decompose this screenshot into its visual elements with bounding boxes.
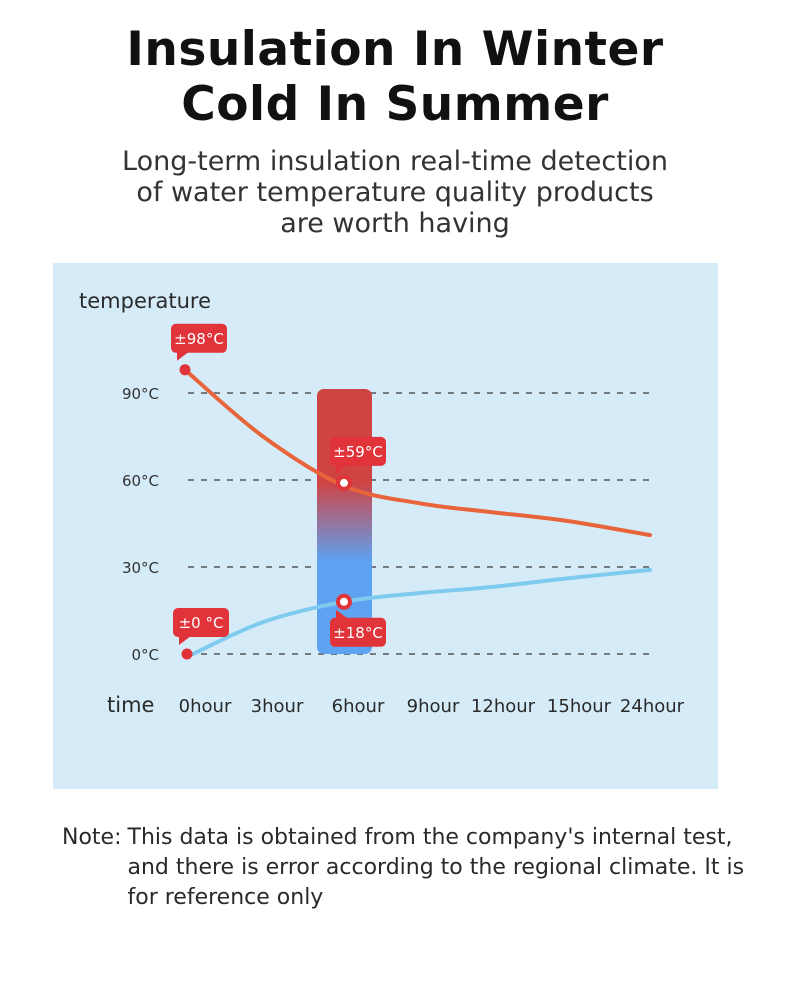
highlight-band: [317, 389, 372, 654]
value-badge-pointer: [336, 464, 348, 474]
headline-line-1: Insulation In Winter: [126, 22, 664, 77]
subheading-line-1: Long-term insulation real-time detection: [122, 146, 668, 177]
value-badge: [330, 436, 386, 466]
x-tick-label: 12hour: [471, 696, 536, 717]
headline-line-2: Cold In Summer: [181, 77, 609, 132]
temperature-chart: 90°C 60°C 30°C 0°C ±98°C ±59°C ±0 °C ±18°C tempe…: [79, 289, 685, 717]
y-tick-label: 90°C: [122, 385, 159, 403]
value-badge-label: ±59°C: [333, 443, 383, 461]
note-text: This data is obtained from the company's…: [127, 825, 745, 910]
x-tick-label: 15hour: [547, 696, 612, 717]
subheading: Long-term insulation real-time detection…: [0, 146, 790, 239]
headline: Insulation In Winter Cold In Summer: [0, 22, 790, 132]
subheading-line-3: are worth having: [280, 208, 510, 239]
y-tick-label: 30°C: [122, 559, 159, 577]
note-label: Note:: [62, 825, 122, 850]
y-axis-title: temperature: [79, 289, 211, 313]
data-point-marker: [179, 364, 191, 376]
x-tick-label: 6hour: [332, 696, 385, 717]
data-point-marker: [336, 593, 352, 610]
y-tick-label: 0°C: [131, 646, 159, 664]
data-point-marker: [181, 648, 193, 660]
value-badge-label: ±0 °C: [179, 614, 224, 632]
x-tick-label: 0hour: [179, 696, 232, 717]
value-badge-label: ±98°C: [174, 330, 224, 348]
data-point-marker: [336, 474, 352, 491]
value-badge-label: ±18°C: [333, 624, 383, 642]
note: Note: This data is obtained from the com…: [62, 823, 752, 913]
y-tick-label: 60°C: [122, 472, 159, 490]
value-badge: [171, 323, 227, 353]
hot-water-line: [183, 367, 652, 538]
value-badge-pointer: [179, 636, 191, 645]
chart-panel: 90°C 60°C 30°C 0°C ±98°C ±59°C ±0 °C ±18°C tempe…: [53, 263, 718, 789]
x-axis-title: time: [107, 693, 154, 717]
x-tick-label: 24hour: [620, 696, 685, 717]
x-tick-label: 3hour: [251, 696, 304, 717]
value-badge-pointer: [336, 609, 348, 619]
x-tick-label: 9hour: [407, 696, 460, 717]
cold-water-line: [191, 567, 652, 656]
value-badge: [330, 617, 386, 647]
subheading-line-2: of water temperature quality products: [136, 177, 654, 208]
value-badge-pointer: [177, 351, 189, 361]
value-badge: [173, 608, 229, 637]
